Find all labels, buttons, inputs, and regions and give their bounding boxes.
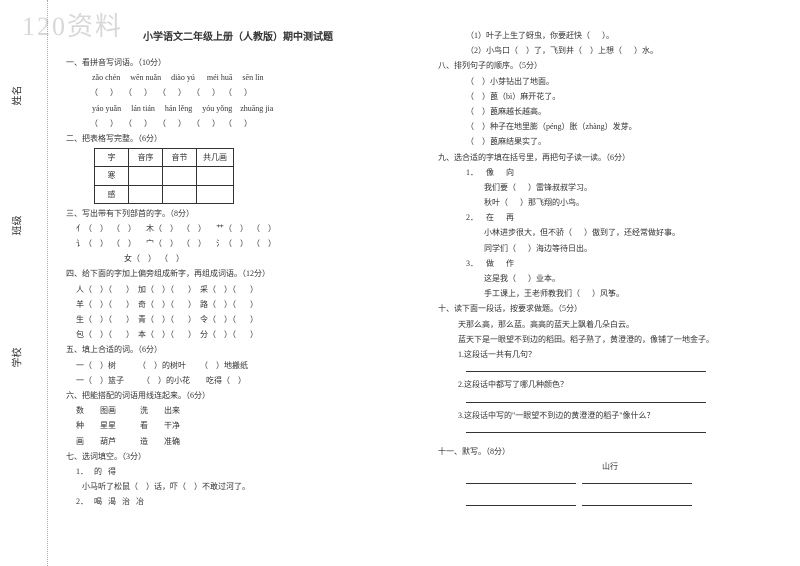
q4-l4: 包（ ）（ ） 本（ ）（ ） 分（ ）（ ）: [66, 327, 410, 342]
q7c-l2: （2）小鸟口（ ）了，飞到井（ ）上想（ ）水。: [438, 43, 782, 58]
q10-a3: 3.这段话中写的"一眼望不到边的黄澄澄的稻子"像什么？: [438, 408, 782, 423]
q1-blanks1: （ ） （ ） （ ） （ ） （ ）: [66, 85, 410, 100]
q9-s1b: 秋叶（ ）那飞翔的小鸟。: [438, 195, 782, 210]
q3-l3: 女（ ） （ ）: [66, 251, 410, 266]
q9-s3h: 3． 做 作: [438, 256, 782, 271]
page: 姓名 班级 学校 小学语文二年级上册（人教版）期中测试题 一、看拼音写词语。（1…: [0, 0, 800, 566]
poem-line-2a: [466, 497, 576, 506]
q5-l2: 一（ ）篮子 （ ）的小花 吃得（ ）: [66, 373, 410, 388]
left-column: 小学语文二年级上册（人教版）期中测试题 一、看拼音写词语。（10分） zǎo c…: [66, 28, 410, 556]
exam-title: 小学语文二年级上册（人教版）期中测试题: [66, 28, 410, 47]
q2-head: 二、把表格写完整。（6分）: [66, 131, 410, 146]
cell-gan: 感: [95, 185, 129, 203]
q9-head: 九、选合适的字填在括号里，再把句子读一读。（6分）: [438, 150, 782, 165]
answer-line-3: [466, 424, 706, 433]
q4-l1: 人（ ）（ ） 加（ ）（ ） 采（ ）（ ）: [66, 282, 410, 297]
q8-l2: （ ）蓖（bì）麻开花了。: [438, 89, 782, 104]
q9-s2a: 小林进步很大，但不骄（ ）傲到了，还经常做好事。: [438, 225, 782, 240]
q7-s2: 2． 喝 渴 治 冶: [66, 494, 410, 509]
q4-l2: 羊（ ）（ ） 奇（ ）（ ） 路（ ）（ ）: [66, 297, 410, 312]
margin-name: 姓名: [9, 86, 24, 106]
q3-l2: 讠（ ） （ ） 宀（ ） （ ） 氵（ ） （ ）: [66, 236, 410, 251]
q7c-l1: （1）叶子上生了蚜虫，你要赶快（ ）。: [438, 28, 782, 43]
cell-han: 寒: [95, 167, 129, 185]
q1-pinyin1: zǎo chén wēn nuǎn diào yú méi huā sēn lí…: [66, 70, 410, 85]
q9-s1a: 我们要（ ）雷锋叔叔学习。: [438, 180, 782, 195]
q10-head: 十、读下面一段话，按要求做题。（5分）: [438, 301, 782, 316]
q3-head: 三、写出带有下列部首的字。（8分）: [66, 206, 410, 221]
q1-pinyin2: yáo yuǎn lán tián hán lěng yóu yǒng zhuā…: [66, 101, 410, 116]
q9-s2h: 2． 在 再: [438, 210, 782, 225]
q10-p2: 蓝天下是一眼望不到边的稻田。稻子熟了，黄澄澄的，像铺了一地金子。: [438, 332, 782, 347]
q8-l3: （ ）蓖麻越长越高。: [438, 104, 782, 119]
q9-s1h: 1． 像 向: [438, 165, 782, 180]
content-area: 小学语文二年级上册（人教版）期中测试题 一、看拼音写词语。（10分） zǎo c…: [48, 0, 800, 566]
q2-table: 字音序音节共几画 寒 感: [94, 148, 234, 204]
binding-margin: 姓名 班级 学校: [0, 0, 48, 566]
q3-l1: 亻（ ） （ ） 木（ ） （ ） 艹（ ） （ ）: [66, 221, 410, 236]
q8-head: 八、排列句子的顺序。（5分）: [438, 58, 782, 73]
poem-line-2b: [582, 497, 692, 506]
q11-sub: 山行: [438, 459, 782, 474]
right-column: （1）叶子上生了蚜虫，你要赶快（ ）。 （2）小鸟口（ ）了，飞到井（ ）上想（…: [438, 28, 782, 556]
q7-s1a: 小马听了松鼠（ ）话，吓（ ）不敢过河了。: [66, 479, 410, 494]
q4-head: 四、给下面的字加上偏旁组成新字，再组成词语。（12分）: [66, 266, 410, 281]
q1-head: 一、看拼音写词语。（10分）: [66, 55, 410, 70]
q7-s1: 1． 的 得: [66, 464, 410, 479]
q8-l4: （ ）种子在地里膨（péng）胀（zhàng）发芽。: [438, 119, 782, 134]
q9-s3b: 手工课上，王老师教我们（ ）风筝。: [438, 286, 782, 301]
answer-line-2: [466, 394, 706, 403]
th-zi: 字: [95, 149, 129, 167]
q9-s2b: 同学们（ ）海边等待日出。: [438, 241, 782, 256]
q9-s3a: 这是我（ ）业本。: [438, 271, 782, 286]
th-bihua: 共几画: [197, 149, 234, 167]
q6-l3: 画 葫芦 造 准确: [66, 434, 410, 449]
th-yinjie: 音节: [163, 149, 197, 167]
th-yinxu: 音序: [129, 149, 163, 167]
q1-blanks2: （ ） （ ） （ ） （ ） （ ）: [66, 116, 410, 131]
q6-l1: 数 图画 洗 出来: [66, 403, 410, 418]
q5-head: 五、填上合适的词。（6分）: [66, 342, 410, 357]
q5-l1: 一（ ）树 （ ）的树叶 （ ）地搬纸: [66, 358, 410, 373]
q10-a1: 1.这段话一共有几句？: [438, 347, 782, 362]
q11-head: 十一、默写。（8分）: [438, 444, 782, 459]
q8-l5: （ ）蓖麻结果实了。: [438, 134, 782, 149]
margin-class: 班级: [9, 216, 24, 236]
answer-line-1: [466, 363, 706, 372]
q10-a2: 2.这段话中都写了哪几种颜色？: [438, 377, 782, 392]
q7-head: 七、选词填空。（3分）: [66, 449, 410, 464]
margin-school: 学校: [9, 348, 24, 368]
q6-head: 六、把能搭配的词语用线连起来。（6分）: [66, 388, 410, 403]
poem-line-1b: [582, 475, 692, 484]
q6-l2: 种 星星 看 干净: [66, 418, 410, 433]
q10-p1: 天那么高，那么蓝。高高的蓝天上飘着几朵白云。: [438, 317, 782, 332]
poem-line-1a: [466, 475, 576, 484]
q8-l1: （ ）小芽钻出了地面。: [438, 74, 782, 89]
q4-l3: 生（ ）（ ） 青（ ）（ ） 令（ ）（ ）: [66, 312, 410, 327]
